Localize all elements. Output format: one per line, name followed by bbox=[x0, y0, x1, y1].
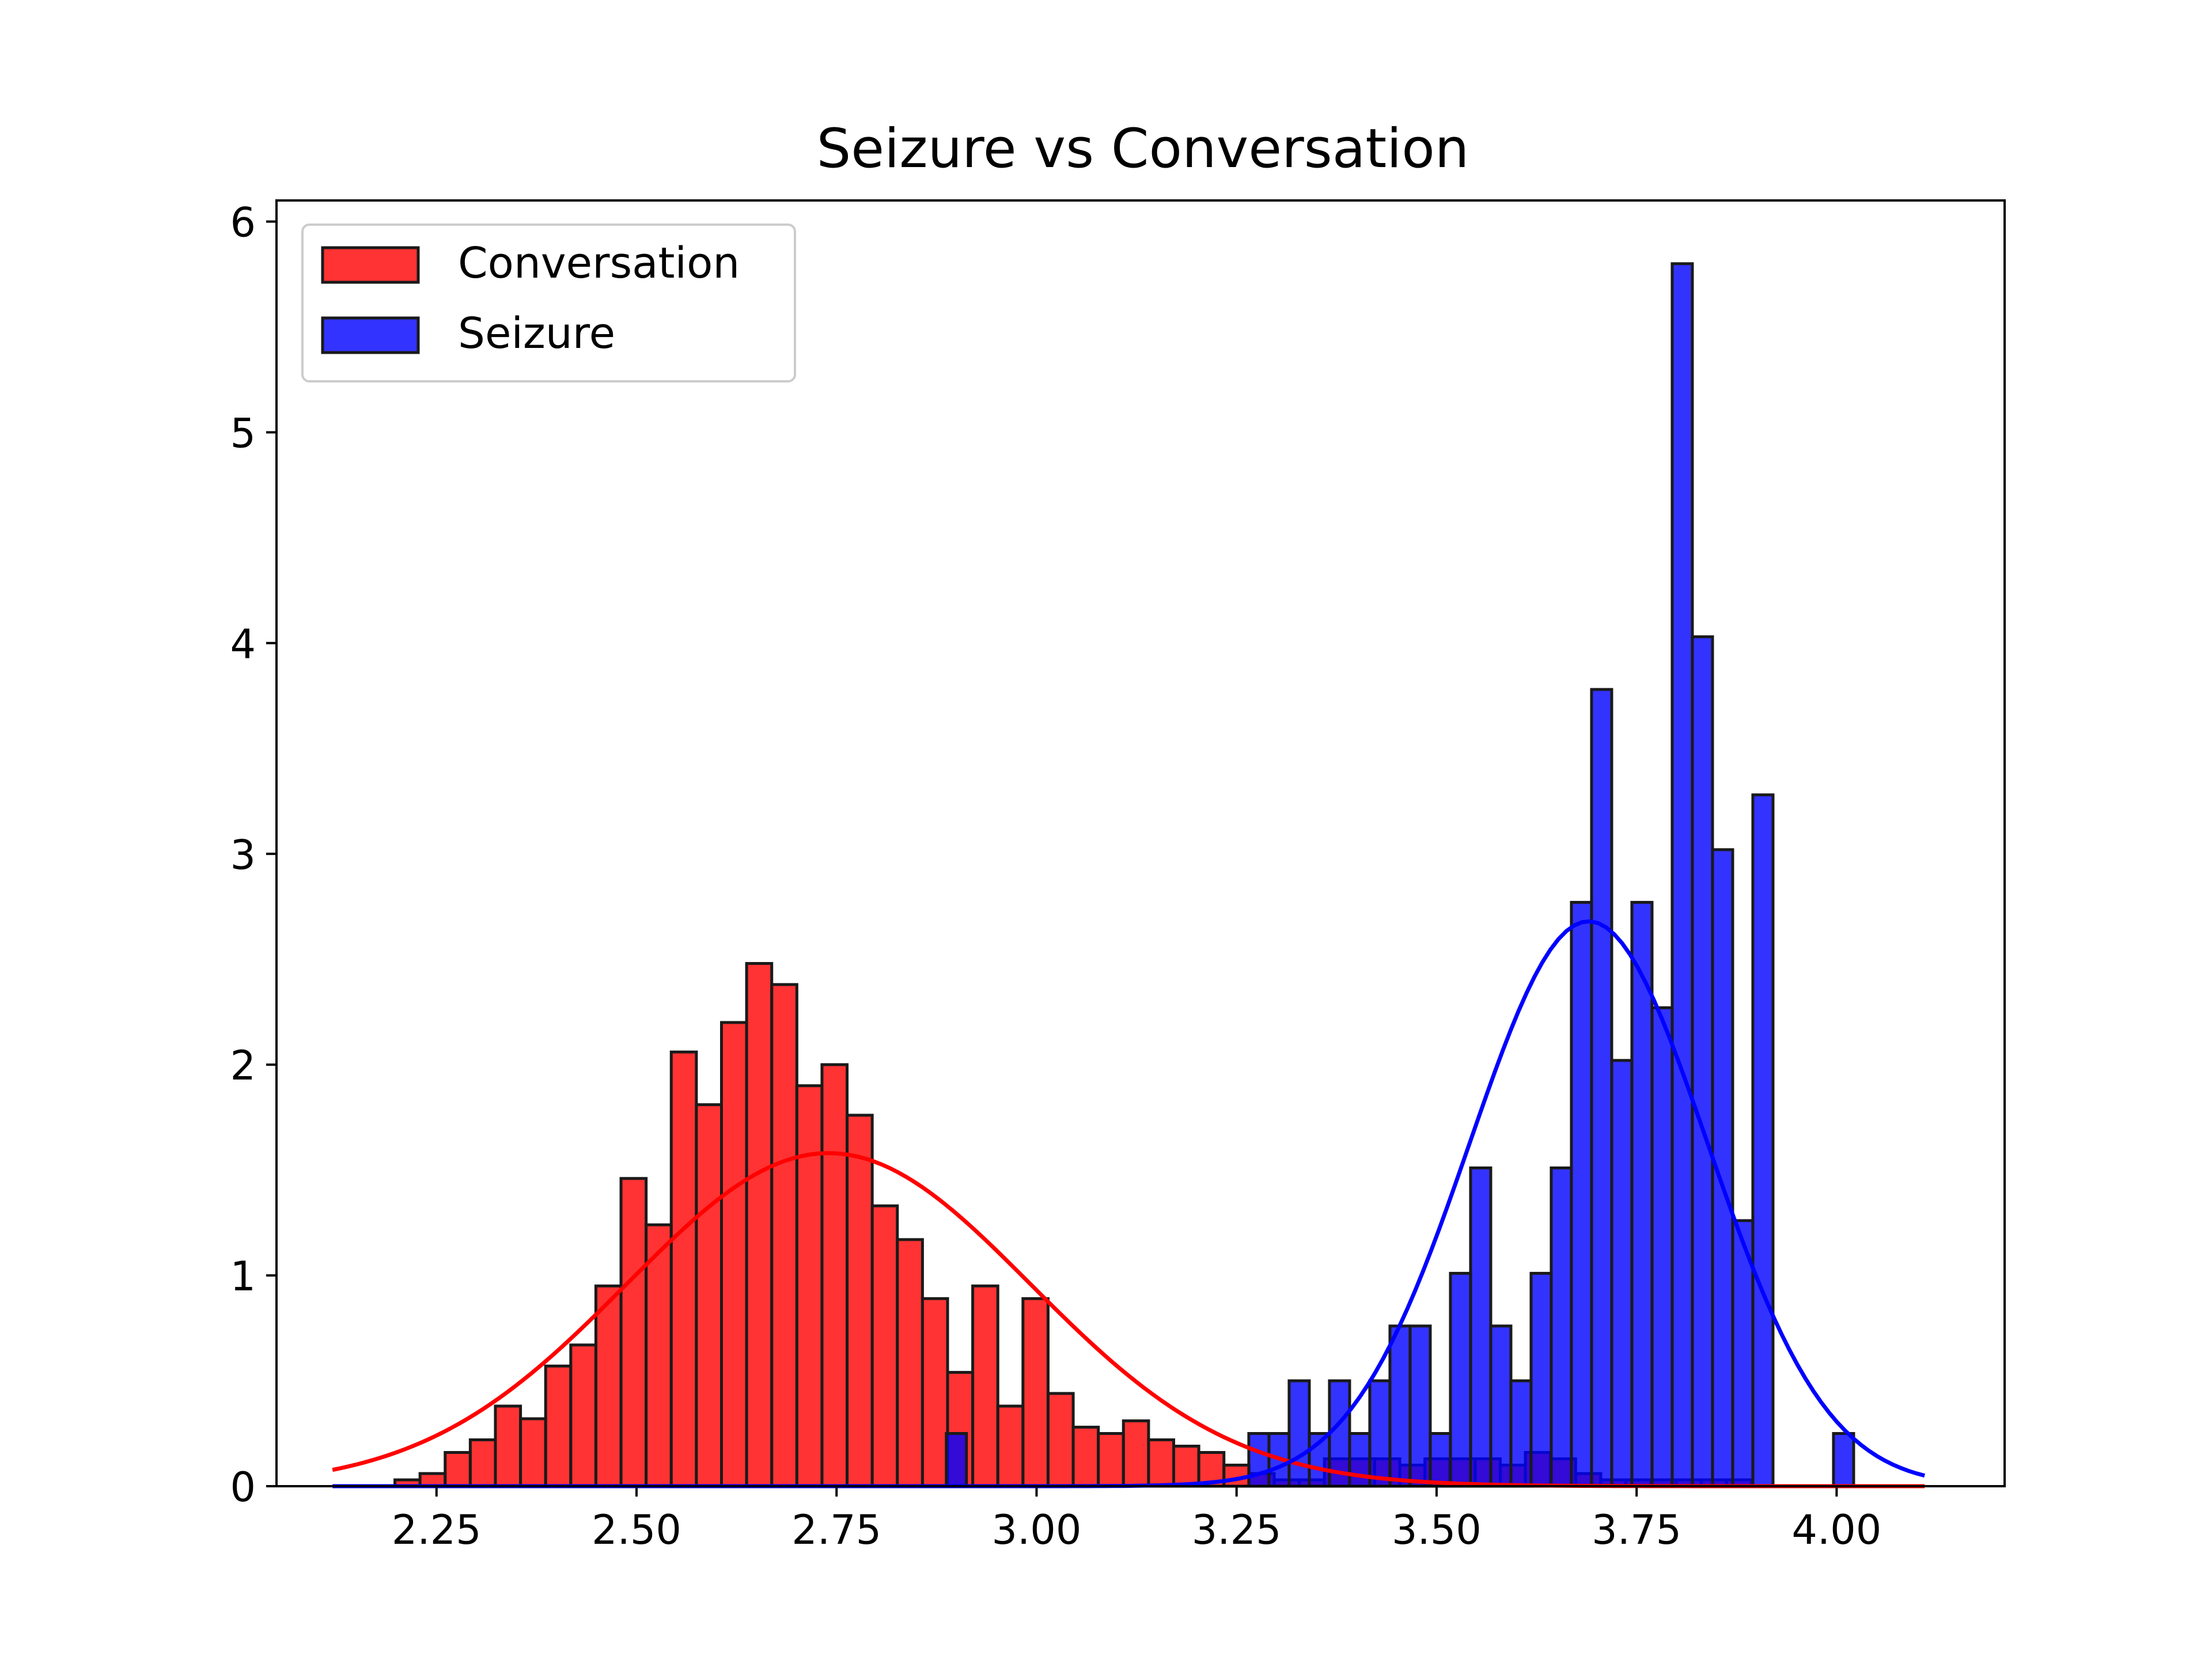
histogram-bar bbox=[544, 1364, 573, 1488]
x-tick-label: 2.25 bbox=[392, 1506, 482, 1554]
histogram-bar bbox=[1287, 1379, 1311, 1488]
legend-label-conversation: Conversation bbox=[458, 238, 740, 288]
histogram-bar bbox=[1489, 1324, 1513, 1488]
histogram-bar bbox=[519, 1417, 547, 1488]
histogram-bar bbox=[468, 1438, 497, 1488]
y-tick-label: 4 bbox=[230, 620, 256, 668]
histogram-bar bbox=[1368, 1379, 1392, 1488]
histogram-bar bbox=[1832, 1432, 1855, 1488]
x-tick-label: 4.00 bbox=[1791, 1506, 1881, 1554]
histogram-bar bbox=[720, 1021, 748, 1488]
histogram-bar bbox=[846, 1113, 874, 1488]
histogram-bar bbox=[870, 1204, 899, 1488]
histogram-bar bbox=[1610, 1059, 1634, 1488]
series-seizure-bars bbox=[945, 262, 1855, 1488]
y-tick-label: 1 bbox=[230, 1253, 256, 1300]
histogram-bar bbox=[1388, 1324, 1412, 1488]
histogram-bar bbox=[1650, 1006, 1674, 1488]
histogram-bar bbox=[569, 1343, 597, 1488]
histogram-bar bbox=[1691, 635, 1714, 1488]
histogram-bar bbox=[1671, 262, 1694, 1488]
y-tick-label: 6 bbox=[230, 199, 256, 247]
legend-swatch-seizure bbox=[321, 316, 420, 354]
histogram-bar bbox=[1630, 900, 1654, 1488]
histogram-bar bbox=[695, 1103, 724, 1488]
histogram-bar bbox=[1570, 900, 1593, 1488]
histogram-bar bbox=[1021, 1297, 1050, 1488]
histogram-bar bbox=[770, 983, 798, 1488]
histogram-bar bbox=[1550, 1166, 1573, 1488]
histogram-bar bbox=[1429, 1432, 1452, 1488]
chart-title: Seizure vs Conversation bbox=[817, 118, 1469, 180]
histogram-bar bbox=[820, 1063, 849, 1488]
y-tick-label: 0 bbox=[230, 1464, 256, 1511]
histogram-bar bbox=[1408, 1324, 1432, 1488]
histogram-bar bbox=[1529, 1271, 1553, 1488]
histogram-bar bbox=[1469, 1166, 1493, 1488]
histogram-bar bbox=[494, 1404, 522, 1488]
x-tick-label: 3.25 bbox=[1192, 1506, 1282, 1554]
histogram-bar bbox=[1122, 1419, 1150, 1488]
y-tick-label: 3 bbox=[230, 831, 256, 878]
legend-label-seizure: Seizure bbox=[458, 309, 615, 358]
histogram-bar bbox=[669, 1050, 698, 1488]
histogram-bar bbox=[971, 1284, 999, 1488]
y-tick-label: 5 bbox=[230, 410, 256, 457]
x-tick-label: 3.75 bbox=[1592, 1506, 1681, 1554]
histogram-bar bbox=[745, 962, 774, 1488]
legend-swatch-conversation bbox=[321, 246, 420, 284]
histogram-bar bbox=[1247, 1432, 1271, 1488]
histogram-bar bbox=[1449, 1271, 1472, 1488]
plot-area: 2.25 2.50 2.75 3.00 3.25 3.50 3.75 4.00 0 1 2 3 4 5 6 bbox=[230, 199, 2006, 1554]
histogram-bar bbox=[1509, 1379, 1533, 1488]
histogram-bar bbox=[1751, 793, 1775, 1488]
histogram-bar bbox=[645, 1223, 673, 1488]
legend: Conversation Seizure bbox=[301, 224, 796, 382]
histogram-bar bbox=[945, 1432, 968, 1488]
histogram-bar bbox=[619, 1177, 648, 1488]
histogram-bar bbox=[921, 1297, 949, 1488]
histogram-bar bbox=[1046, 1392, 1075, 1488]
histogram-bar bbox=[1097, 1432, 1125, 1488]
histogram-bar bbox=[444, 1450, 472, 1488]
histogram-bar bbox=[1071, 1426, 1100, 1488]
histogram-bar bbox=[1731, 1219, 1755, 1488]
histogram-bar bbox=[896, 1238, 924, 1488]
y-tick-label: 2 bbox=[230, 1042, 256, 1089]
legend-box bbox=[301, 224, 796, 382]
x-tick-label: 3.50 bbox=[1392, 1506, 1482, 1554]
x-tick-label: 3.00 bbox=[992, 1506, 1082, 1554]
histogram-bar bbox=[1147, 1438, 1176, 1488]
histogram-bar bbox=[795, 1084, 824, 1488]
histogram-bar bbox=[1590, 688, 1613, 1488]
histogram-bar bbox=[996, 1404, 1025, 1488]
axes-frame bbox=[275, 199, 2006, 1487]
x-tick-label: 2.50 bbox=[592, 1506, 681, 1554]
histogram-bar bbox=[1172, 1444, 1200, 1488]
histogram-bar bbox=[594, 1284, 623, 1488]
x-tick-label: 2.75 bbox=[791, 1506, 881, 1554]
